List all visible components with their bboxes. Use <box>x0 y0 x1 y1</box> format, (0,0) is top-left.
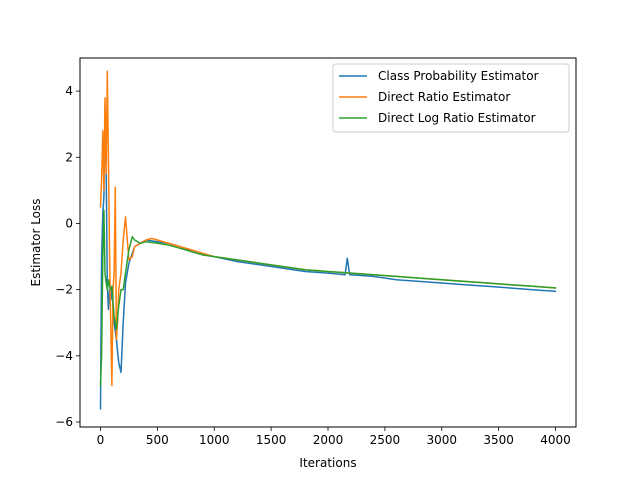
y-tick-label: −2 <box>55 283 73 297</box>
legend-label-2: Direct Ratio Estimator <box>378 90 510 104</box>
legend-box <box>332 63 570 133</box>
x-tick-label: 3500 <box>483 433 514 447</box>
y-tick-label: 0 <box>65 216 73 230</box>
x-tick-label: 500 <box>146 433 169 447</box>
legend: Class Probability Estimator Direct Ratio … <box>332 63 570 133</box>
plot-area <box>99 70 557 410</box>
x-tick-label: 2500 <box>370 433 401 447</box>
y-tick-label: −4 <box>55 349 73 363</box>
y-axis: −6 −4 −2 0 2 4 <box>55 84 80 429</box>
x-axis: 0 500 1000 1500 2000 2500 3000 3500 4000 <box>97 427 571 447</box>
x-tick-label: 4000 <box>540 433 571 447</box>
x-tick-label: 1500 <box>256 433 287 447</box>
x-tick-label: 2000 <box>313 433 344 447</box>
y-tick-label: 2 <box>65 150 73 164</box>
series-line-3 <box>99 209 557 387</box>
x-axis-label: Iterations <box>299 456 356 470</box>
y-tick-label: −6 <box>55 415 73 429</box>
legend-label-1: Class Probability Estimator <box>378 69 539 83</box>
legend-label-3: Direct Log Ratio Estimator <box>378 111 536 125</box>
y-axis-label: Estimator Loss <box>29 198 43 286</box>
x-tick-label: 3000 <box>426 433 457 447</box>
x-tick-label: 1000 <box>199 433 230 447</box>
y-tick-label: 4 <box>65 84 73 98</box>
x-tick-label: 0 <box>97 433 105 447</box>
